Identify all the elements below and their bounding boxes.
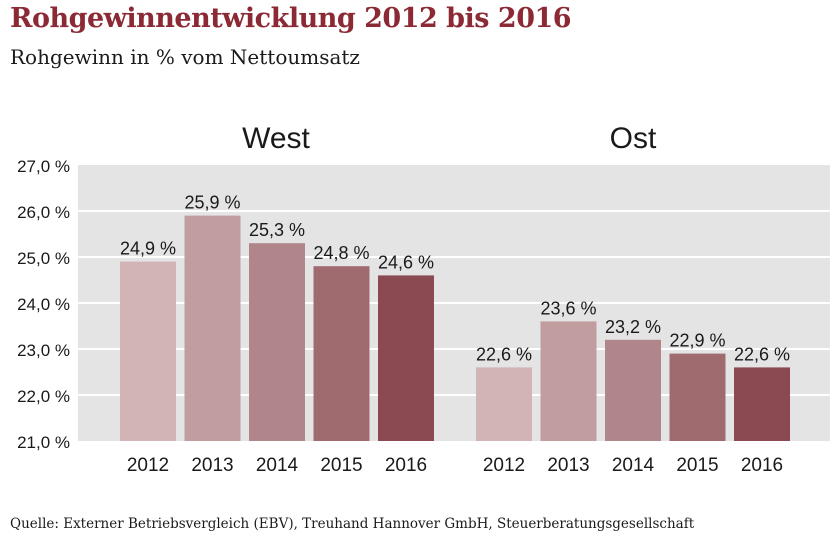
y-tick-label: 23,0 % — [17, 341, 70, 360]
bar — [313, 266, 370, 441]
data-label: 22,6 % — [734, 344, 790, 364]
x-tick-label: 2013 — [547, 455, 589, 476]
data-label: 24,6 % — [378, 252, 434, 272]
data-label: 22,6 % — [476, 344, 532, 364]
y-tick-label: 26,0 % — [17, 203, 70, 222]
bar — [734, 367, 790, 441]
x-tick-label: 2015 — [676, 455, 718, 476]
y-tick-label: 22,0 % — [17, 387, 70, 406]
bar — [540, 321, 597, 441]
x-tick-label: 2012 — [483, 455, 525, 476]
bar — [378, 275, 434, 441]
panel-title-ost: Ost — [610, 122, 657, 155]
y-tick-label: 24,0 % — [17, 295, 70, 314]
data-label: 22,9 % — [669, 331, 725, 351]
x-tick-label: 2014 — [256, 455, 299, 476]
source-note: Quelle: Externer Betriebsvergleich (EBV)… — [10, 516, 695, 532]
x-tick-label: 2012 — [127, 455, 169, 476]
x-tick-label: 2015 — [320, 455, 362, 476]
data-label: 23,6 % — [540, 298, 596, 318]
bar — [476, 367, 532, 441]
chart-subtitle: Rohgewinn in % vom Nettoumsatz — [10, 45, 360, 69]
x-tick-label: 2016 — [385, 455, 427, 476]
data-label: 24,8 % — [313, 243, 369, 263]
data-label: 25,3 % — [249, 220, 305, 240]
y-tick-label: 25,0 % — [17, 249, 70, 268]
x-tick-label: 2016 — [741, 455, 783, 476]
x-tick-label: 2014 — [612, 455, 655, 476]
y-tick-label: 21,0 % — [17, 433, 70, 452]
data-label: 25,9 % — [184, 193, 240, 213]
bar — [120, 261, 176, 441]
bar — [605, 339, 661, 441]
y-tick-label: 27,0 % — [17, 157, 70, 176]
bar — [249, 243, 305, 441]
data-label: 24,9 % — [120, 239, 176, 259]
data-label: 23,2 % — [605, 317, 661, 337]
panel-title-west: West — [242, 122, 310, 155]
bar — [669, 353, 726, 441]
chart-title: Rohgewinnentwicklung 2012 bis 2016 — [10, 3, 572, 34]
bar — [184, 215, 241, 441]
x-tick-label: 2013 — [191, 455, 233, 476]
